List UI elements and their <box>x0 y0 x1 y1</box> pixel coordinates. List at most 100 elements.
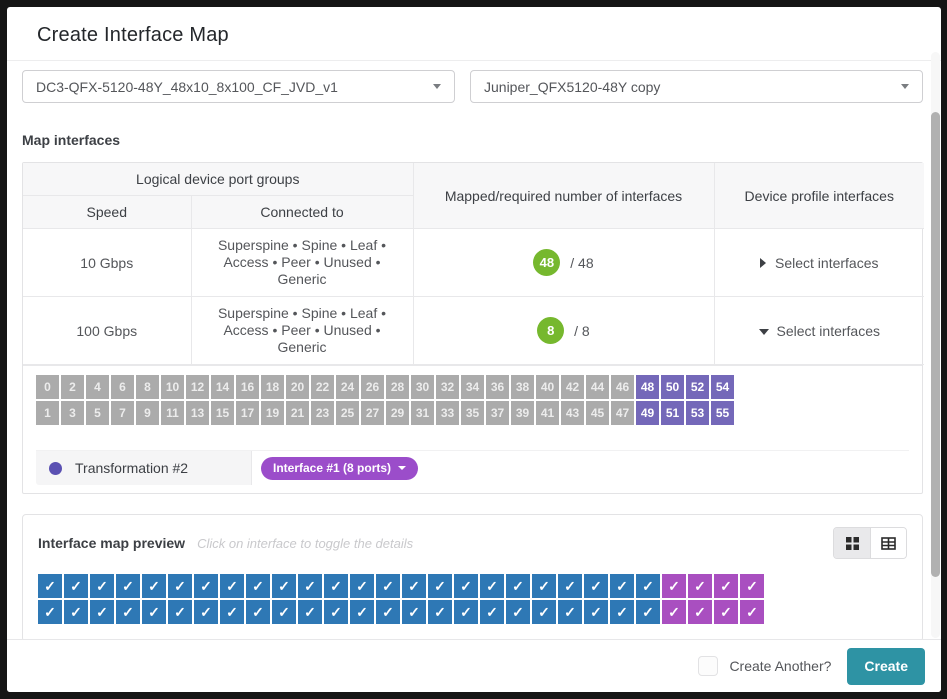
logical-device-select[interactable]: DC3-QFX-5120-48Y_48x10_8x100_CF_JVD_v1 <box>22 70 455 103</box>
preview-interface-cell[interactable]: ✓ <box>376 600 400 624</box>
transformation-label-box[interactable]: Transformation #2 <box>36 451 252 485</box>
preview-interface-cell[interactable]: ✓ <box>402 574 426 598</box>
preview-interface-cell[interactable]: ✓ <box>506 574 530 598</box>
port-cell-36[interactable]: 36 <box>486 375 509 399</box>
preview-interface-cell[interactable]: ✓ <box>350 574 374 598</box>
port-cell-23[interactable]: 23 <box>311 401 334 425</box>
port-cell-34[interactable]: 34 <box>461 375 484 399</box>
port-cell-4[interactable]: 4 <box>86 375 109 399</box>
port-cell-30[interactable]: 30 <box>411 375 434 399</box>
port-cell-13[interactable]: 13 <box>186 401 209 425</box>
port-cell-15[interactable]: 15 <box>211 401 234 425</box>
port-cell-22[interactable]: 22 <box>311 375 334 399</box>
port-cell-27[interactable]: 27 <box>361 401 384 425</box>
port-cell-11[interactable]: 11 <box>161 401 184 425</box>
port-cell-5[interactable]: 5 <box>86 401 109 425</box>
scrollbar-track[interactable] <box>931 52 940 638</box>
preview-interface-cell[interactable]: ✓ <box>584 574 608 598</box>
preview-interface-cell[interactable]: ✓ <box>454 600 478 624</box>
port-cell-6[interactable]: 6 <box>111 375 134 399</box>
preview-interface-cell[interactable]: ✓ <box>324 600 348 624</box>
preview-interface-cell[interactable]: ✓ <box>298 574 322 598</box>
preview-interface-cell[interactable]: ✓ <box>116 600 140 624</box>
port-cell-55[interactable]: 55 <box>711 401 734 425</box>
port-cell-19[interactable]: 19 <box>261 401 284 425</box>
preview-interface-cell[interactable]: ✓ <box>272 600 296 624</box>
preview-interface-cell[interactable]: ✓ <box>740 600 764 624</box>
port-cell-0[interactable]: 0 <box>36 375 59 399</box>
create-button[interactable]: Create <box>847 647 925 685</box>
preview-interface-cell[interactable]: ✓ <box>64 574 88 598</box>
port-cell-2[interactable]: 2 <box>61 375 84 399</box>
table-view-button[interactable] <box>870 528 906 558</box>
preview-interface-cell[interactable]: ✓ <box>636 600 660 624</box>
preview-interface-cell[interactable]: ✓ <box>350 600 374 624</box>
port-cell-26[interactable]: 26 <box>361 375 384 399</box>
preview-interface-cell[interactable]: ✓ <box>194 600 218 624</box>
select-interfaces-toggle-100g[interactable]: Select interfaces <box>713 296 924 365</box>
preview-interface-cell[interactable]: ✓ <box>168 600 192 624</box>
preview-interface-cell[interactable]: ✓ <box>168 574 192 598</box>
preview-interface-cell[interactable]: ✓ <box>38 600 62 624</box>
port-cell-44[interactable]: 44 <box>586 375 609 399</box>
port-cell-51[interactable]: 51 <box>661 401 684 425</box>
port-cell-29[interactable]: 29 <box>386 401 409 425</box>
interface-dropdown-button[interactable]: Interface #1 (8 ports) <box>261 456 419 480</box>
preview-interface-cell[interactable]: ✓ <box>272 574 296 598</box>
device-profile-select[interactable]: Juniper_QFX5120-48Y copy <box>470 70 923 103</box>
port-cell-16[interactable]: 16 <box>236 375 259 399</box>
preview-interface-cell[interactable]: ✓ <box>610 574 634 598</box>
preview-interface-cell[interactable]: ✓ <box>90 574 114 598</box>
preview-interface-cell[interactable]: ✓ <box>506 600 530 624</box>
preview-interface-cell[interactable]: ✓ <box>584 600 608 624</box>
preview-interface-cell[interactable]: ✓ <box>688 574 712 598</box>
preview-interface-cell[interactable]: ✓ <box>454 574 478 598</box>
preview-interface-cell[interactable]: ✓ <box>38 574 62 598</box>
preview-interface-cell[interactable]: ✓ <box>558 600 582 624</box>
preview-interface-cell[interactable]: ✓ <box>662 574 686 598</box>
port-cell-47[interactable]: 47 <box>611 401 634 425</box>
port-cell-3[interactable]: 3 <box>61 401 84 425</box>
port-cell-24[interactable]: 24 <box>336 375 359 399</box>
port-cell-50[interactable]: 50 <box>661 375 684 399</box>
port-cell-12[interactable]: 12 <box>186 375 209 399</box>
port-cell-42[interactable]: 42 <box>561 375 584 399</box>
preview-interface-cell[interactable]: ✓ <box>714 574 738 598</box>
grid-view-button[interactable] <box>834 528 870 558</box>
preview-interface-cell[interactable]: ✓ <box>610 600 634 624</box>
preview-interface-cell[interactable]: ✓ <box>480 600 504 624</box>
port-cell-8[interactable]: 8 <box>136 375 159 399</box>
preview-interface-cell[interactable]: ✓ <box>740 574 764 598</box>
scrollbar-thumb[interactable] <box>931 112 940 577</box>
port-cell-43[interactable]: 43 <box>561 401 584 425</box>
port-cell-54[interactable]: 54 <box>711 375 734 399</box>
preview-interface-cell[interactable]: ✓ <box>116 574 140 598</box>
port-cell-31[interactable]: 31 <box>411 401 434 425</box>
preview-interface-cell[interactable]: ✓ <box>688 600 712 624</box>
port-cell-41[interactable]: 41 <box>536 401 559 425</box>
preview-interface-cell[interactable]: ✓ <box>194 574 218 598</box>
preview-interface-cell[interactable]: ✓ <box>298 600 322 624</box>
port-cell-25[interactable]: 25 <box>336 401 359 425</box>
port-cell-20[interactable]: 20 <box>286 375 309 399</box>
port-cell-49[interactable]: 49 <box>636 401 659 425</box>
preview-interface-cell[interactable]: ✓ <box>428 600 452 624</box>
preview-interface-cell[interactable]: ✓ <box>246 574 270 598</box>
port-cell-48[interactable]: 48 <box>636 375 659 399</box>
port-cell-35[interactable]: 35 <box>461 401 484 425</box>
port-cell-9[interactable]: 9 <box>136 401 159 425</box>
port-cell-10[interactable]: 10 <box>161 375 184 399</box>
port-cell-37[interactable]: 37 <box>486 401 509 425</box>
preview-interface-cell[interactable]: ✓ <box>532 600 556 624</box>
preview-interface-cell[interactable]: ✓ <box>142 574 166 598</box>
preview-interface-cell[interactable]: ✓ <box>428 574 452 598</box>
port-cell-52[interactable]: 52 <box>686 375 709 399</box>
preview-interface-cell[interactable]: ✓ <box>558 574 582 598</box>
preview-interface-cell[interactable]: ✓ <box>636 574 660 598</box>
preview-interface-cell[interactable]: ✓ <box>64 600 88 624</box>
preview-interface-cell[interactable]: ✓ <box>376 574 400 598</box>
preview-interface-cell[interactable]: ✓ <box>142 600 166 624</box>
port-cell-7[interactable]: 7 <box>111 401 134 425</box>
port-cell-46[interactable]: 46 <box>611 375 634 399</box>
create-another-checkbox[interactable] <box>698 656 719 676</box>
